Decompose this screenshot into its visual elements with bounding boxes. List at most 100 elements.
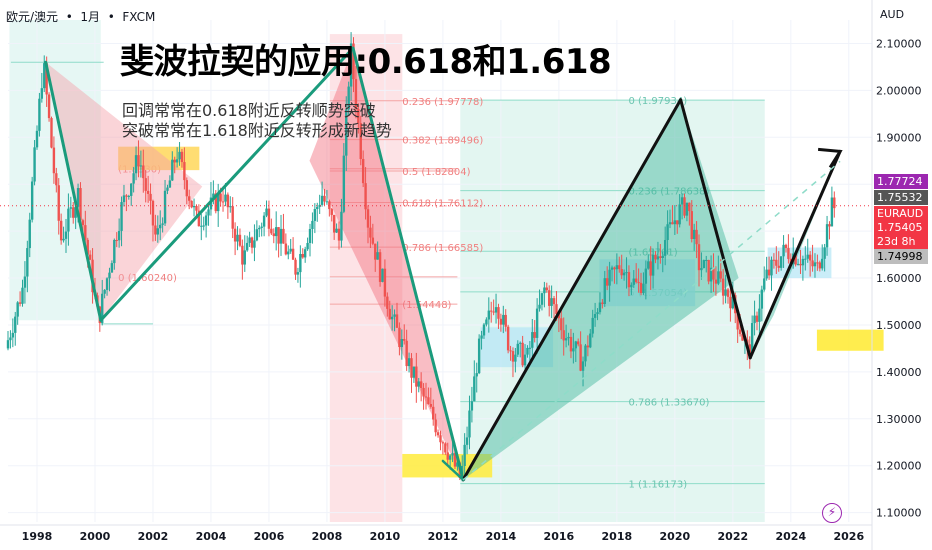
candle-body — [494, 307, 498, 313]
candle-body — [456, 462, 459, 467]
candle-body — [639, 282, 643, 294]
candle-body — [195, 206, 198, 211]
x-tick-label: 2018 — [602, 530, 633, 543]
candle-body — [695, 229, 698, 245]
candle-body — [671, 222, 674, 225]
x-tick-label: 2022 — [718, 530, 749, 543]
candle-body — [721, 278, 725, 296]
candle-body — [690, 211, 693, 240]
candle-body — [806, 254, 809, 259]
candle-body — [533, 332, 536, 338]
candle-body — [393, 314, 396, 317]
candle-body — [132, 173, 135, 184]
candle-body — [345, 109, 348, 156]
candle-body — [202, 225, 205, 227]
candle-body — [204, 215, 208, 226]
candle-body — [825, 224, 829, 248]
candle-body — [717, 271, 720, 284]
candle-body — [656, 256, 660, 260]
candle-body — [816, 262, 819, 264]
candle-body — [610, 267, 614, 270]
candle-body — [332, 214, 336, 233]
fib-label: 0.786 (1.66585) — [402, 243, 483, 254]
candle-body — [731, 295, 735, 309]
candle-body — [676, 220, 679, 225]
candle-body — [485, 319, 488, 325]
candle-body — [668, 222, 672, 225]
candle-body — [441, 442, 445, 444]
candle-body — [678, 204, 681, 225]
candle-body — [226, 194, 230, 208]
candle-body — [605, 278, 609, 286]
candle-body — [207, 209, 210, 216]
candle-body — [523, 354, 527, 366]
candle-body — [543, 287, 546, 294]
candle-body — [511, 351, 515, 362]
candle-body — [294, 259, 297, 275]
candle-body — [238, 234, 242, 246]
candle-body — [248, 237, 251, 243]
candle-body — [74, 206, 77, 218]
pattern-triangle — [463, 99, 739, 480]
candle-body — [574, 341, 577, 349]
candle-body — [180, 151, 184, 163]
candle-body — [388, 308, 391, 320]
x-tick-label: 2002 — [138, 530, 169, 543]
candle-body — [311, 220, 314, 230]
candle-body — [613, 267, 616, 270]
candle-body — [84, 225, 87, 240]
candle-body — [255, 229, 259, 241]
candle-body — [548, 290, 551, 306]
candle-body — [272, 233, 275, 237]
candle-body — [287, 251, 290, 255]
candle-body — [738, 329, 742, 335]
candle-body — [245, 242, 249, 251]
candle-body — [775, 259, 778, 266]
lightning-icon[interactable]: ⚡ — [822, 503, 842, 523]
candle-body — [642, 283, 645, 294]
candle-body — [432, 406, 435, 420]
candle-body — [303, 249, 307, 258]
candle-body — [620, 269, 623, 276]
candle-body — [308, 229, 312, 243]
candle-body — [381, 268, 384, 282]
candle-body — [663, 240, 667, 256]
candle-body — [23, 276, 27, 288]
candle-body — [81, 220, 85, 226]
candle-body — [622, 272, 626, 276]
candle-body — [149, 193, 152, 201]
candle-body — [144, 178, 147, 191]
candle-body — [410, 358, 413, 378]
candle-body — [647, 261, 650, 269]
candle-body — [625, 272, 628, 274]
candle-body — [453, 453, 457, 467]
y-tick-label: 1.10000 — [876, 507, 922, 520]
candle-body — [685, 202, 689, 216]
candle-body — [125, 195, 128, 197]
candle-body — [139, 165, 143, 167]
candle-body — [52, 147, 56, 174]
fib-label: 0 (1.97934) — [628, 96, 687, 107]
candle-body — [572, 348, 575, 352]
candle-body — [772, 259, 776, 261]
candle-body — [306, 242, 309, 250]
candle-body — [821, 258, 824, 269]
fib-label: 0.236 (1.78638) — [628, 187, 709, 198]
x-tick-label: 2006 — [254, 530, 285, 543]
symbol-name: 欧元/澳元 — [6, 10, 59, 24]
candle-body — [627, 272, 631, 288]
x-tick-label: 2012 — [428, 530, 459, 543]
candle-body — [113, 239, 116, 264]
symbol-header[interactable]: 欧元/澳元 • 1月 • FXCM — [6, 10, 156, 24]
candle-body — [274, 227, 278, 237]
y-tick-label: 1.50000 — [876, 319, 922, 332]
candle-body — [560, 318, 563, 331]
candle-body — [521, 342, 524, 366]
candle-body — [644, 268, 648, 284]
x-tick-label: 1998 — [22, 530, 53, 543]
candle-body — [120, 202, 123, 231]
x-tick-label: 2008 — [312, 530, 343, 543]
candle-body — [398, 327, 401, 348]
candle-body — [579, 344, 582, 371]
